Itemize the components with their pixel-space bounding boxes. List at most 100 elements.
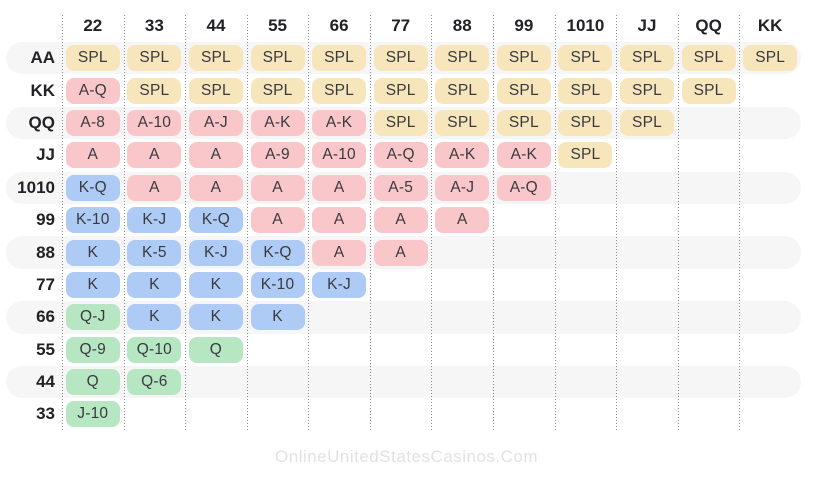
- strategy-cell: [431, 269, 493, 301]
- cell-pill: K: [250, 304, 305, 331]
- strategy-cell: A-8: [62, 107, 124, 139]
- strategy-cell: K: [124, 301, 186, 333]
- strategy-cell: K: [185, 301, 247, 333]
- strategy-cell: [247, 398, 309, 430]
- watermark: OnlineUnitedStatesCasinos.Com: [274, 447, 538, 466]
- row-header: 66: [36, 307, 55, 327]
- cell-pill: A-Q: [496, 174, 551, 201]
- cell-pill: A-5: [373, 174, 428, 201]
- row-header: 33: [36, 404, 55, 424]
- strategy-cell: A-J: [185, 107, 247, 139]
- cell-pill: A-J: [435, 174, 490, 201]
- strategy-cell: SPL: [185, 74, 247, 106]
- cell-pill: Q: [188, 336, 243, 363]
- strategy-cell: [616, 139, 678, 171]
- strategy-cell: K-10: [62, 204, 124, 236]
- strategy-cell: SPL: [370, 107, 432, 139]
- table-row: AA SPL SPL SPL SPL SPL SPL SPL SPL SPL SPL SPL SPL: [6, 42, 801, 75]
- cell-pill: SPL: [312, 45, 367, 72]
- cell-pill: SPL: [496, 77, 551, 104]
- strategy-cell: [678, 334, 740, 366]
- cell-pill: K-Q: [188, 207, 243, 234]
- row-header: 1010: [17, 177, 55, 197]
- cell-pill: SPL: [312, 77, 367, 104]
- strategy-cell: [678, 107, 740, 139]
- strategy-cell: [739, 269, 801, 301]
- cell-pill: A: [65, 142, 120, 169]
- column-header: 99: [514, 16, 534, 35]
- strategy-cell: A: [370, 236, 432, 268]
- column-header: 55: [268, 16, 287, 35]
- strategy-cell: [431, 366, 493, 398]
- strategy-cell: SPL: [616, 42, 678, 74]
- cell-pill: SPL: [250, 45, 305, 72]
- cell-pill: SPL: [558, 45, 613, 72]
- strategy-cell: [616, 269, 678, 301]
- strategy-cell: [370, 398, 432, 430]
- strategy-cell: [739, 236, 801, 268]
- cell-pill: SPL: [127, 77, 182, 104]
- strategy-cell: K: [247, 301, 309, 333]
- strategy-cell: [678, 269, 740, 301]
- strategy-cell: A: [431, 204, 493, 236]
- strategy-cell: A-K: [308, 107, 370, 139]
- strategy-cell: K-Q: [247, 236, 309, 268]
- strategy-cell: SPL: [308, 42, 370, 74]
- strategy-cell: [678, 398, 740, 430]
- cell-pill: SPL: [435, 77, 490, 104]
- strategy-cell: [431, 301, 493, 333]
- strategy-cell: SPL: [62, 42, 124, 74]
- strategy-cell: [739, 107, 801, 139]
- row-header: 88: [36, 242, 55, 262]
- cell-pill: K: [65, 271, 120, 298]
- strategy-cell: [739, 366, 801, 398]
- strategy-cell: A-5: [370, 172, 432, 204]
- strategy-cell: [493, 204, 555, 236]
- strategy-cell: Q-6: [124, 366, 186, 398]
- cell-pill: K-J: [312, 271, 367, 298]
- cell-pill: A: [373, 207, 428, 234]
- cell-pill: SPL: [250, 77, 305, 104]
- strategy-cell: SPL: [555, 42, 617, 74]
- cell-pill: K-J: [188, 239, 243, 266]
- strategy-cell: A-9: [247, 139, 309, 171]
- strategy-cell: [493, 398, 555, 430]
- strategy-cell: Q: [185, 334, 247, 366]
- strategy-cell: SPL: [616, 74, 678, 106]
- strategy-cell: A: [308, 204, 370, 236]
- strategy-cell: [739, 172, 801, 204]
- strategy-cell: [493, 334, 555, 366]
- strategy-cell: SPL: [493, 107, 555, 139]
- strategy-cell: [431, 334, 493, 366]
- cell-pill: K: [127, 304, 182, 331]
- row-header: 99: [36, 210, 55, 230]
- strategy-cell: Q-9: [62, 334, 124, 366]
- strategy-cell: [555, 366, 617, 398]
- strategy-cell: [493, 236, 555, 268]
- table-row: KK A-Q SPL SPL SPL SPL SPL SPL SPL SPL SPL SPL: [6, 74, 801, 106]
- strategy-cell: A-Q: [370, 139, 432, 171]
- strategy-cell: K-5: [124, 236, 186, 268]
- strategy-cell: K: [62, 236, 124, 268]
- cell-pill: SPL: [681, 45, 736, 72]
- strategy-cell: [555, 236, 617, 268]
- strategy-cell: [739, 204, 801, 236]
- strategy-cell: [431, 398, 493, 430]
- strategy-cell: [308, 366, 370, 398]
- strategy-cell: SPL: [555, 139, 617, 171]
- strategy-cell: [370, 301, 432, 333]
- strategy-cell: A: [62, 139, 124, 171]
- strategy-cell: [124, 398, 186, 430]
- strategy-cell: A: [185, 172, 247, 204]
- strategy-cell: A-J: [431, 172, 493, 204]
- strategy-cell: K: [62, 269, 124, 301]
- cell-pill: SPL: [619, 45, 674, 72]
- cell-pill: A: [435, 207, 490, 234]
- strategy-cell: [616, 204, 678, 236]
- strategy-cell: [616, 236, 678, 268]
- row-header: KK: [30, 80, 55, 100]
- cell-pill: A: [188, 142, 243, 169]
- row-header: 44: [36, 372, 55, 392]
- strategy-cell: K-Q: [185, 204, 247, 236]
- strategy-cell: K: [124, 269, 186, 301]
